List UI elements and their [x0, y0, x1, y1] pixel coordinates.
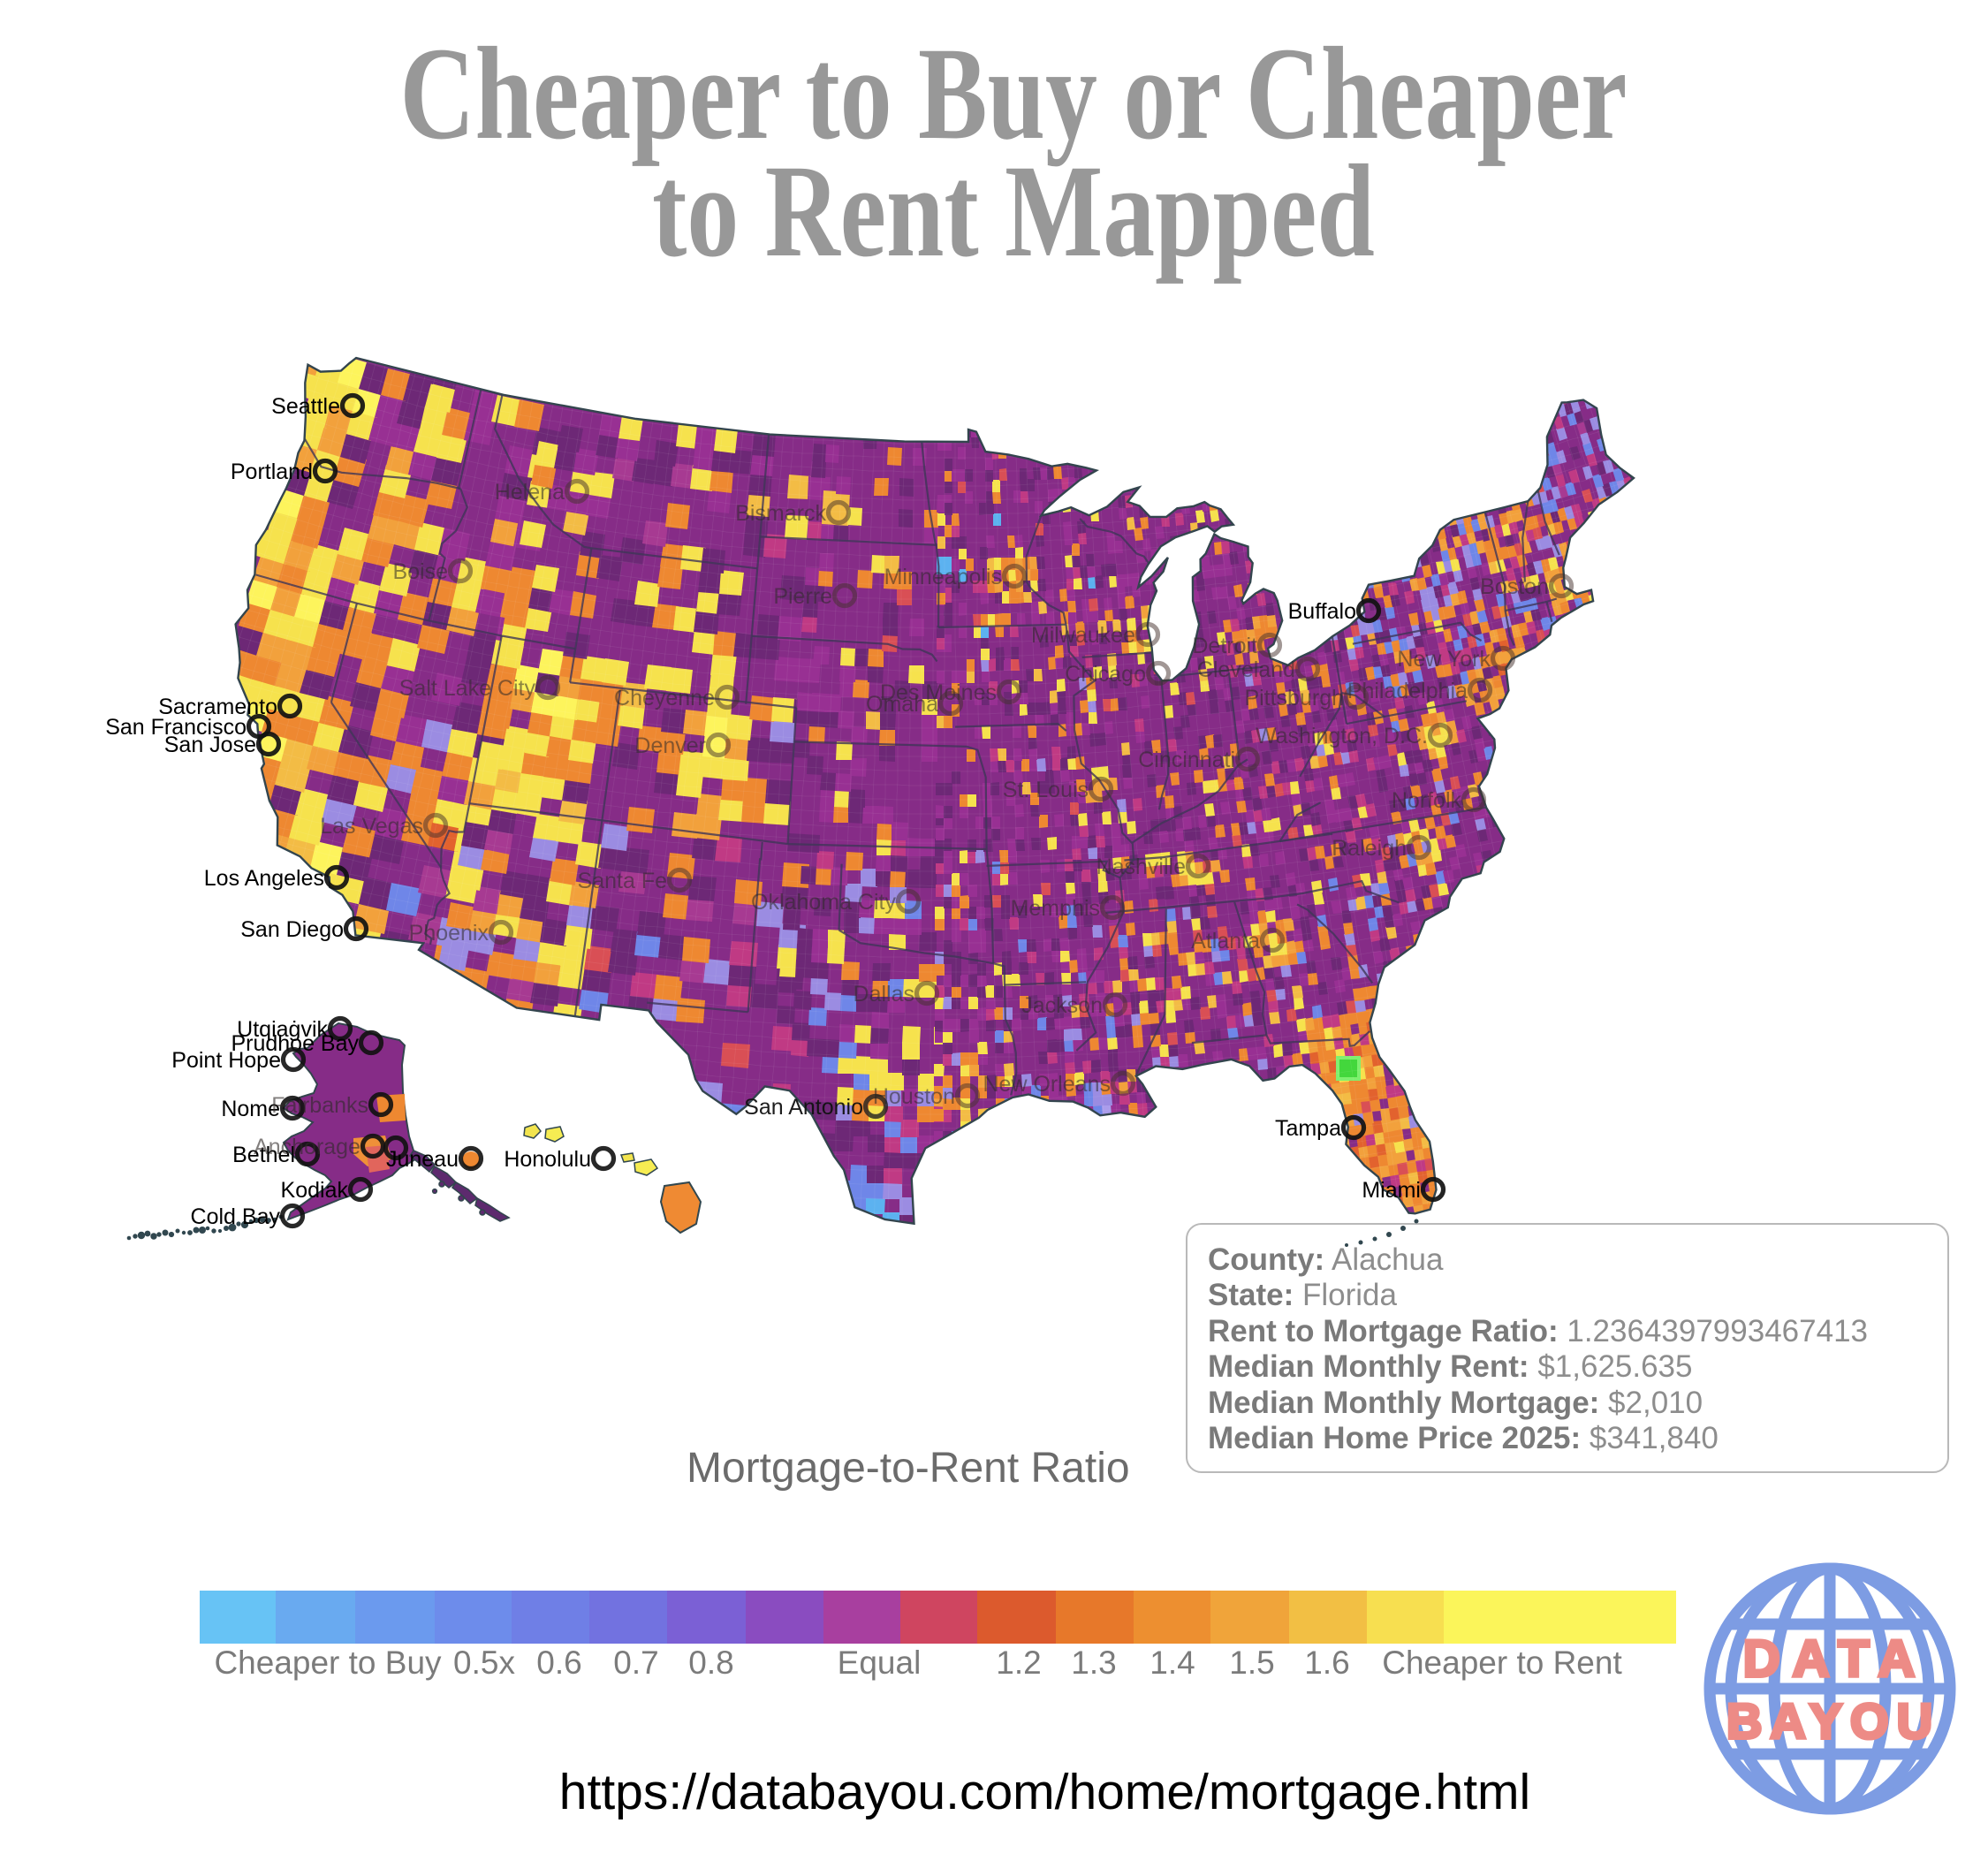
svg-text:Boise: Boise [392, 559, 448, 584]
svg-text:Anchorage: Anchorage [254, 1135, 360, 1159]
svg-text:Memphis: Memphis [1011, 896, 1100, 921]
svg-text:Sacramento: Sacramento [158, 695, 277, 719]
svg-text:Pittsburgh: Pittsburgh [1244, 686, 1344, 710]
svg-text:Seattle: Seattle [271, 394, 340, 419]
svg-text:Nome: Nome [221, 1097, 280, 1121]
svg-text:Cheyenne: Cheyenne [614, 686, 715, 710]
svg-text:Tampa: Tampa [1275, 1116, 1341, 1141]
svg-text:Minneapolis: Minneapolis [884, 565, 1002, 589]
svg-text:1.3: 1.3 [1071, 1645, 1116, 1681]
svg-text:Des Moines: Des Moines [880, 680, 997, 705]
svg-text:Santa Fe: Santa Fe [578, 869, 667, 893]
svg-text:1.4: 1.4 [1150, 1645, 1195, 1681]
svg-text:1.6: 1.6 [1304, 1645, 1349, 1681]
svg-text:Prudhoe Bay: Prudhoe Bay [231, 1031, 359, 1056]
svg-text:Dallas: Dallas [854, 982, 914, 1006]
svg-text:Fairbanks: Fairbanks [271, 1093, 368, 1118]
svg-text:Pierre: Pierre [773, 584, 832, 609]
svg-text:Cincinnati: Cincinnati [1138, 748, 1235, 772]
svg-text:Buffalo: Buffalo [1288, 599, 1356, 624]
svg-text:DATA: DATA [1743, 1630, 1927, 1688]
svg-text:BAYOU: BAYOU [1726, 1693, 1940, 1749]
svg-text:Las Vegas: Las Vegas [320, 814, 423, 839]
svg-text:Equal: Equal [838, 1645, 922, 1681]
svg-text:0.8: 0.8 [688, 1645, 733, 1681]
svg-text:0.6: 0.6 [536, 1645, 581, 1681]
svg-text:0.7: 0.7 [613, 1645, 658, 1681]
svg-text:New Orleans: New Orleans [983, 1072, 1112, 1097]
svg-text:Omaha: Omaha [866, 692, 938, 717]
svg-text:Denver: Denver [634, 733, 706, 758]
svg-text:St. Louis: St. Louis [1003, 778, 1089, 802]
svg-text:Juneau: Juneau [386, 1147, 459, 1172]
svg-text:New York: New York [1397, 647, 1491, 672]
svg-text:Los Angeles: Los Angeles [204, 866, 324, 891]
svg-text:Phoenix: Phoenix [409, 921, 489, 946]
svg-text:Washington, D.C.: Washington, D.C. [1256, 724, 1428, 748]
svg-text:Norfolk: Norfolk [1392, 788, 1462, 813]
svg-text:Jackson: Jackson [1021, 993, 1103, 1018]
svg-text:Helena: Helena [495, 480, 565, 505]
svg-text:Chicago: Chicago [1065, 662, 1146, 687]
svg-text:Bethel: Bethel [232, 1143, 295, 1167]
svg-text:Kodiak: Kodiak [281, 1178, 349, 1203]
svg-text:San Jose: San Jose [164, 733, 256, 757]
svg-text:San Antonio: San Antonio [744, 1095, 863, 1120]
svg-text:Detroit: Detroit [1192, 634, 1257, 658]
svg-text:Point Hope: Point Hope [171, 1048, 281, 1073]
svg-text:San Diego: San Diego [240, 917, 344, 942]
svg-text:Utqiaġvik: Utqiaġvik [237, 1017, 328, 1042]
svg-text:1.2: 1.2 [996, 1645, 1041, 1681]
svg-text:Milwaukee: Milwaukee [1031, 623, 1135, 648]
svg-text:Salt Lake City: Salt Lake City [399, 676, 536, 701]
svg-text:San Francisco: San Francisco [105, 715, 247, 740]
svg-text:Cheaper to Rent: Cheaper to Rent [1382, 1645, 1622, 1681]
svg-text:Honolulu: Honolulu [504, 1147, 591, 1172]
svg-text:Cheaper to Buy: Cheaper to Buy [214, 1645, 442, 1681]
svg-text:Portland: Portland [231, 460, 313, 484]
svg-text:Nashville: Nashville [1096, 855, 1186, 879]
svg-text:Cleveland: Cleveland [1197, 657, 1295, 682]
svg-text:Atlanta: Atlanta [1191, 929, 1260, 953]
svg-text:Miami: Miami [1362, 1178, 1421, 1203]
svg-text:Boston: Boston [1480, 574, 1549, 599]
svg-text:1.5: 1.5 [1229, 1645, 1274, 1681]
svg-text:Oklahoma City: Oklahoma City [751, 890, 896, 915]
svg-text:Bismarck: Bismarck [735, 501, 826, 526]
svg-text:Cold Bay: Cold Bay [191, 1204, 281, 1229]
svg-text:0.5x: 0.5x [453, 1645, 515, 1681]
svg-text:Raleigh: Raleigh [1332, 836, 1407, 861]
